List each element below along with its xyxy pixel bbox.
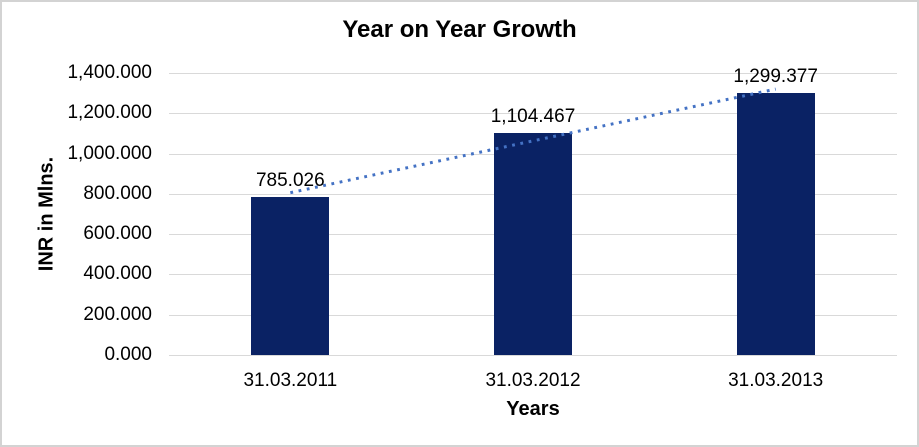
bar-31.03.2011 xyxy=(251,196,330,355)
y-axis-tick-label: 1,000.000 xyxy=(67,142,152,164)
x-axis-category-label: 31.03.2012 xyxy=(485,370,581,391)
plot-area xyxy=(169,73,897,356)
x-axis-title: Years xyxy=(506,398,560,420)
y-axis-title: INR in Mlns. xyxy=(35,156,58,272)
gridline xyxy=(169,113,897,115)
data-label: 785.026 xyxy=(255,169,325,191)
y-axis-tick-label: 600.000 xyxy=(83,223,152,245)
y-axis-tick-label: 1,400.000 xyxy=(67,62,152,83)
y-axis-tick-label: 1,200.000 xyxy=(67,102,152,124)
gridline xyxy=(169,73,897,74)
trendline xyxy=(290,87,776,195)
data-label: 1,299.377 xyxy=(733,66,818,88)
x-axis-category-label: 31.03.2013 xyxy=(728,370,824,391)
y-axis-tick-label: 0.000 xyxy=(104,344,152,365)
chart-title: Year on Year Growth xyxy=(342,16,577,43)
y-axis-tick-label: 400.000 xyxy=(83,263,152,285)
y-axis-tick-label: 800.000 xyxy=(83,182,152,204)
x-axis-category-label: 31.03.2011 xyxy=(243,370,338,391)
y-axis-tick-label: 200.000 xyxy=(83,303,152,325)
data-label: 1,104.467 xyxy=(490,105,576,127)
bar-31.03.2012 xyxy=(494,132,572,355)
bar-31.03.2013 xyxy=(736,93,815,355)
gridline xyxy=(169,355,897,356)
